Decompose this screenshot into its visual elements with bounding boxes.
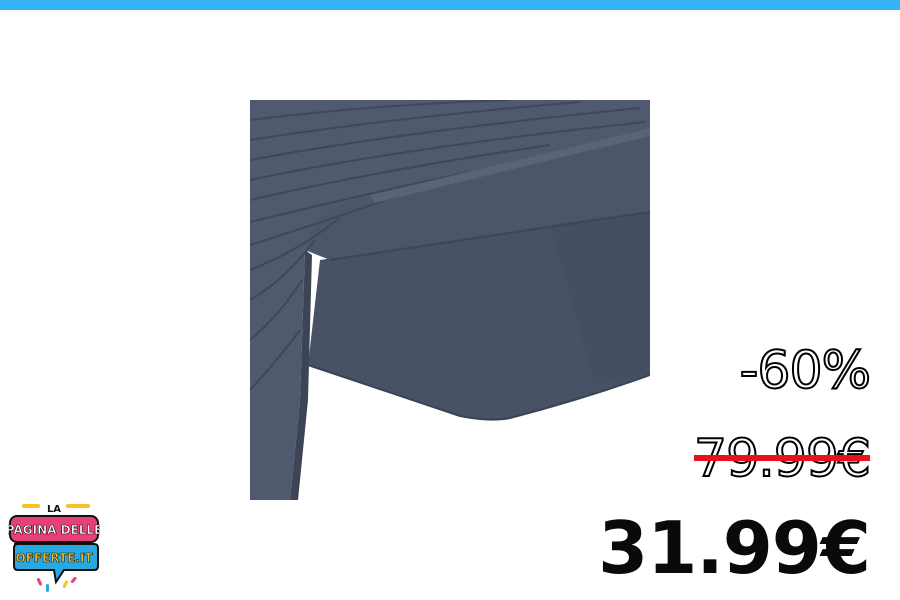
product-image: [250, 100, 650, 500]
old-price-container: 79.99€: [693, 428, 872, 490]
logo-line1: LA: [47, 504, 61, 515]
speech-bubble-logo-icon: LA PAGINA DELLE OFFERTE.IT: [8, 504, 100, 592]
new-price: 31.99€: [598, 506, 871, 590]
top-accent-bar: [0, 0, 900, 10]
discount-percentage: -60%: [739, 340, 872, 402]
strikethrough-line: [694, 455, 870, 461]
logo-line3: OFFERTE.IT: [15, 551, 93, 565]
fitted-sheet-image: [250, 100, 650, 500]
site-logo[interactable]: LA PAGINA DELLE OFFERTE.IT: [8, 500, 100, 596]
logo-line2: PAGINA DELLE: [8, 523, 100, 537]
